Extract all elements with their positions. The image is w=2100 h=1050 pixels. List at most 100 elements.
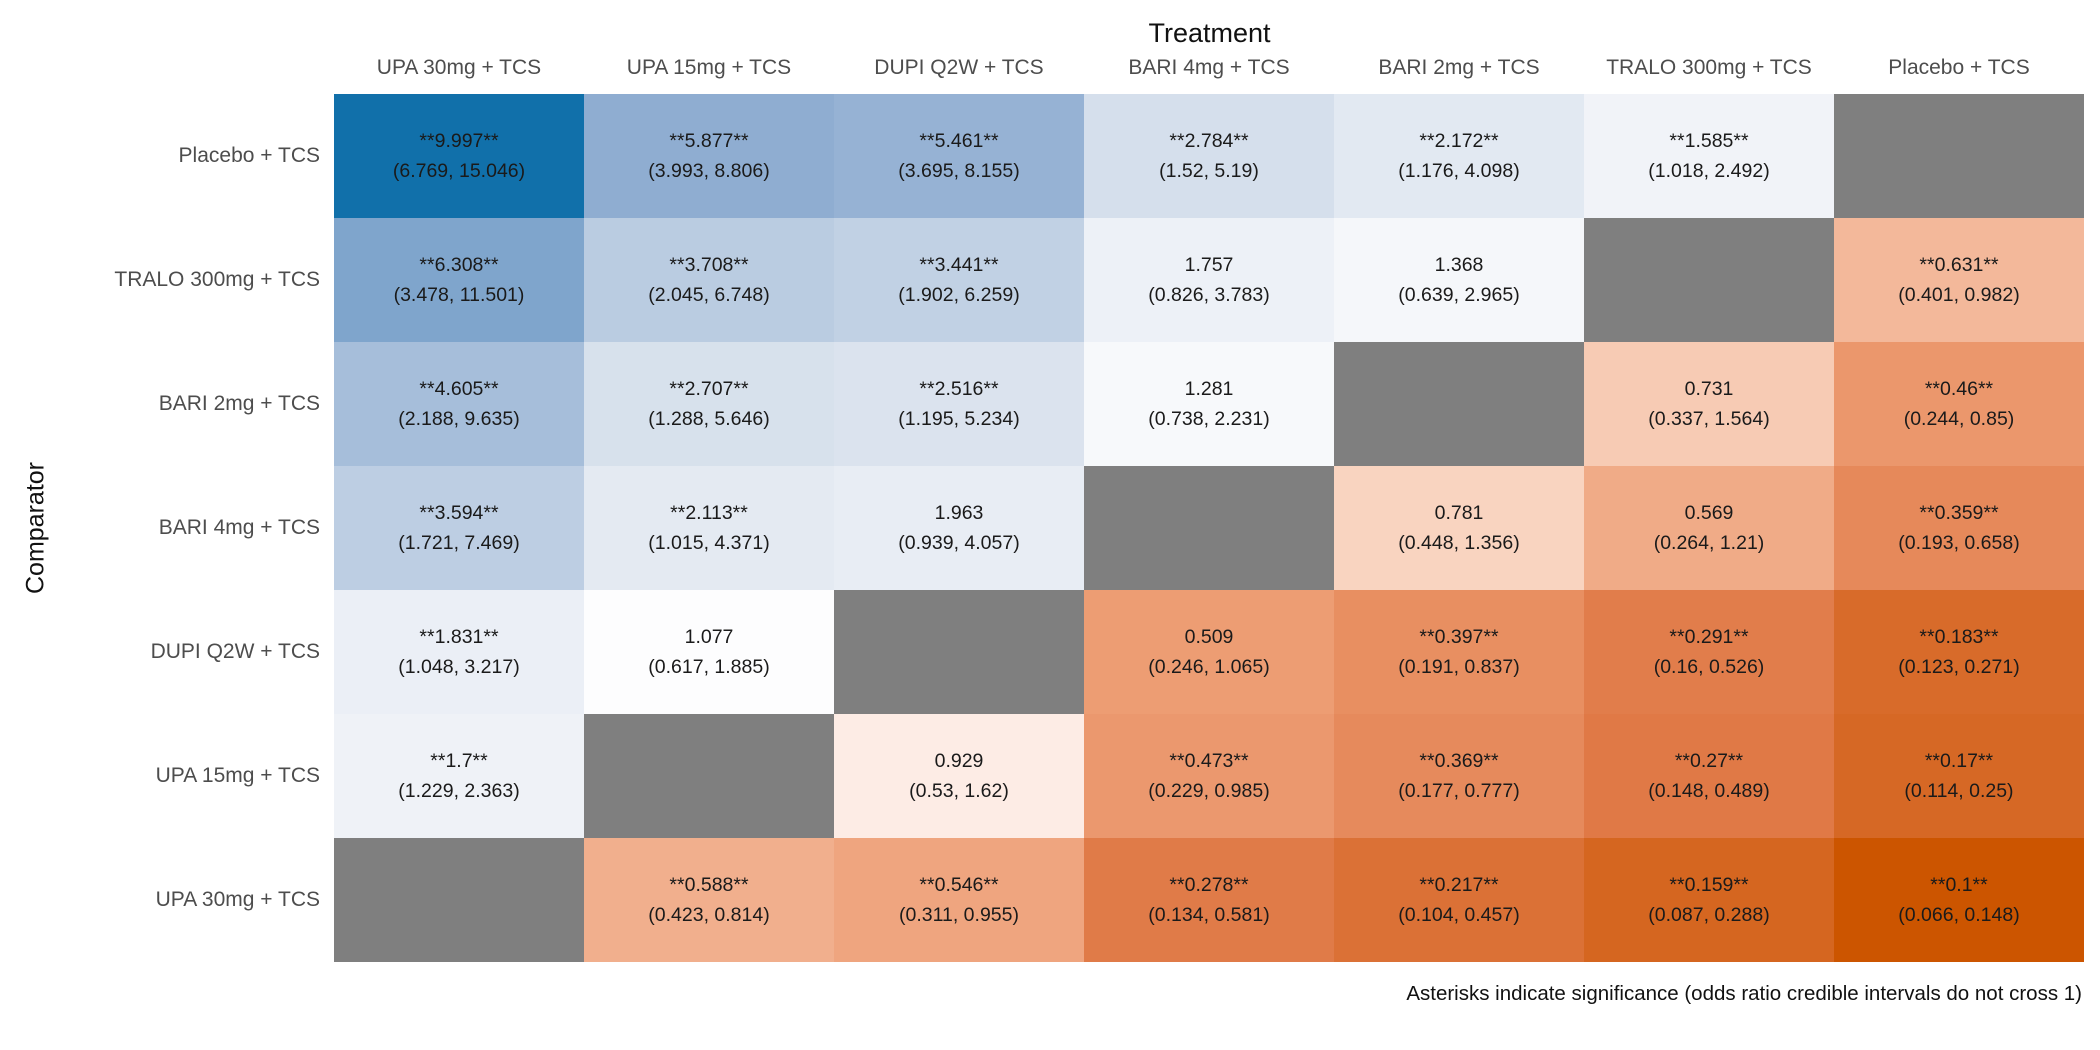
cell-value: **0.1**	[1930, 874, 1988, 896]
heatmap-cell: **2.113** (1.015, 4.371)	[584, 466, 834, 590]
cell-ci: (1.176, 4.098)	[1398, 160, 1520, 182]
cell-value: **0.473**	[1169, 750, 1249, 772]
heatmap-cell: 1.281 (0.738, 2.231)	[1084, 342, 1334, 466]
heatmap-cell: **0.359** (0.193, 0.658)	[1834, 466, 2084, 590]
heatmap-cell: **0.1** (0.066, 0.148)	[1834, 838, 2084, 962]
row-label: BARI 2mg + TCS	[158, 392, 320, 415]
heatmap-cell: **9.997** (6.769, 15.046)	[334, 94, 584, 218]
cell-value: **3.441**	[919, 254, 999, 276]
row-label: TRALO 300mg + TCS	[114, 268, 320, 291]
heatmap-cell: **0.17** (0.114, 0.25)	[1834, 714, 2084, 838]
heatmap-cell: 0.569 (0.264, 1.21)	[1584, 466, 1834, 590]
cell-value: **1.7**	[430, 750, 488, 772]
cell-value: **0.27**	[1674, 750, 1744, 772]
heatmap-cell: **0.473** (0.229, 0.985)	[1084, 714, 1334, 838]
heatmap-cell: **3.594** (1.721, 7.469)	[334, 466, 584, 590]
cell-value: 1.963	[934, 502, 984, 524]
row-label: DUPI Q2W + TCS	[150, 640, 320, 663]
heatmap-cell: 1.368 (0.639, 2.965)	[1334, 218, 1584, 342]
heatmap-cell-empty	[1834, 94, 2084, 218]
column-label: Placebo + TCS	[1888, 56, 2030, 79]
cell-ci: (0.246, 1.065)	[1148, 656, 1270, 678]
cell-ci: (0.423, 0.814)	[648, 904, 770, 926]
cell-value: 1.757	[1184, 254, 1234, 276]
heatmap-cell: **2.707** (1.288, 5.646)	[584, 342, 834, 466]
heatmap-cell-empty	[1084, 466, 1334, 590]
cell-value: **0.397**	[1419, 626, 1499, 648]
heatmap-cell: 1.757 (0.826, 3.783)	[1084, 218, 1334, 342]
heatmap-cell: **0.397** (0.191, 0.837)	[1334, 590, 1584, 714]
cell-ci: (0.191, 0.837)	[1398, 656, 1520, 678]
cell-ci: (0.177, 0.777)	[1398, 780, 1520, 802]
heatmap-cell: **0.546** (0.311, 0.955)	[834, 838, 1084, 962]
cell-ci: (0.087, 0.288)	[1648, 904, 1770, 926]
heatmap-cell: **0.291** (0.16, 0.526)	[1584, 590, 1834, 714]
cell-value: **2.516**	[919, 378, 999, 400]
column-label: UPA 30mg + TCS	[376, 56, 542, 79]
cell-ci: (0.229, 0.985)	[1148, 780, 1270, 802]
cell-value: **0.217**	[1419, 874, 1499, 896]
heatmap-cell: **0.588** (0.423, 0.814)	[584, 838, 834, 962]
cell-value: **2.707**	[669, 378, 749, 400]
cell-ci: (3.478, 11.501)	[393, 284, 525, 306]
heatmap-cell: **0.631** (0.401, 0.982)	[1834, 218, 2084, 342]
heatmap-cell: **0.217** (0.104, 0.457)	[1334, 838, 1584, 962]
heatmap-cell: 1.077 (0.617, 1.885)	[584, 590, 834, 714]
cell-ci: (0.114, 0.25)	[1904, 780, 2014, 802]
row-label: UPA 30mg + TCS	[155, 888, 320, 911]
cell-ci: (1.048, 3.217)	[398, 656, 520, 678]
cell-ci: (2.045, 6.748)	[648, 284, 770, 306]
row-label: BARI 4mg + TCS	[158, 516, 320, 539]
row-label: UPA 15mg + TCS	[155, 764, 320, 787]
column-label: TRALO 300mg + TCS	[1606, 56, 1812, 79]
cell-ci: (3.993, 8.806)	[648, 160, 770, 182]
heatmap-cell: **5.877** (3.993, 8.806)	[584, 94, 834, 218]
cell-value: **0.159**	[1669, 874, 1749, 896]
heatmap-cell: 0.781 (0.448, 1.356)	[1334, 466, 1584, 590]
cell-value: **5.461**	[919, 130, 999, 152]
cell-ci: (0.066, 0.148)	[1898, 904, 2020, 926]
cell-value: **1.585**	[1669, 130, 1749, 152]
cell-ci: (6.769, 15.046)	[392, 160, 526, 182]
cell-ci: (0.134, 0.581)	[1148, 904, 1270, 926]
y-axis-label: Comparator	[21, 462, 50, 594]
cell-ci: (0.738, 2.231)	[1148, 408, 1270, 430]
cell-value: **0.46**	[1924, 378, 1994, 400]
cell-value: 0.569	[1684, 502, 1734, 524]
cell-ci: (0.448, 1.356)	[1398, 532, 1520, 554]
cell-ci: (0.193, 0.658)	[1898, 532, 2020, 554]
heatmap-cell: **1.831** (1.048, 3.217)	[334, 590, 584, 714]
cell-value: **2.172**	[1419, 130, 1499, 152]
cell-value: **0.17**	[1924, 750, 1994, 772]
cell-value: **0.631**	[1919, 254, 1999, 276]
cell-value: **2.113**	[670, 502, 748, 524]
heatmap-cell: 0.929 (0.53, 1.62)	[834, 714, 1084, 838]
cell-ci: (1.721, 7.469)	[398, 532, 520, 554]
heatmap-cell: 1.963 (0.939, 4.057)	[834, 466, 1084, 590]
cell-value: **0.183**	[1919, 626, 1999, 648]
heatmap-cell: **3.708** (2.045, 6.748)	[584, 218, 834, 342]
cell-value: **4.605**	[419, 378, 499, 400]
chart-title: Treatment	[1148, 18, 1271, 48]
column-label: DUPI Q2W + TCS	[874, 56, 1044, 79]
cell-value: **5.877**	[669, 130, 749, 152]
column-label: UPA 15mg + TCS	[626, 56, 792, 79]
cell-ci: (1.288, 5.646)	[648, 408, 770, 430]
cell-value: **6.308**	[419, 254, 499, 276]
cell-ci: (0.123, 0.271)	[1898, 656, 2020, 678]
heatmap-grid: **9.997** (6.769, 15.046) **5.877** (3.993,…	[334, 94, 2085, 962]
cell-value: **0.546**	[919, 874, 999, 896]
cell-value: **0.278**	[1169, 874, 1249, 896]
cell-value: **0.369**	[1419, 750, 1499, 772]
cell-ci: (0.244, 0.85)	[1903, 408, 2015, 430]
row-label: Placebo + TCS	[178, 144, 320, 167]
cell-ci: (0.104, 0.457)	[1398, 904, 1520, 926]
cell-value: 1.281	[1184, 378, 1234, 400]
heatmap-cell-empty	[1334, 342, 1584, 466]
cell-value: **0.588**	[669, 874, 749, 896]
heatmap-cell-empty	[834, 590, 1084, 714]
heatmap-cell-empty	[334, 838, 584, 962]
cell-ci: (0.826, 3.783)	[1148, 284, 1270, 306]
heatmap-cell: **0.278** (0.134, 0.581)	[1084, 838, 1334, 962]
cell-ci: (1.229, 2.363)	[398, 780, 520, 802]
